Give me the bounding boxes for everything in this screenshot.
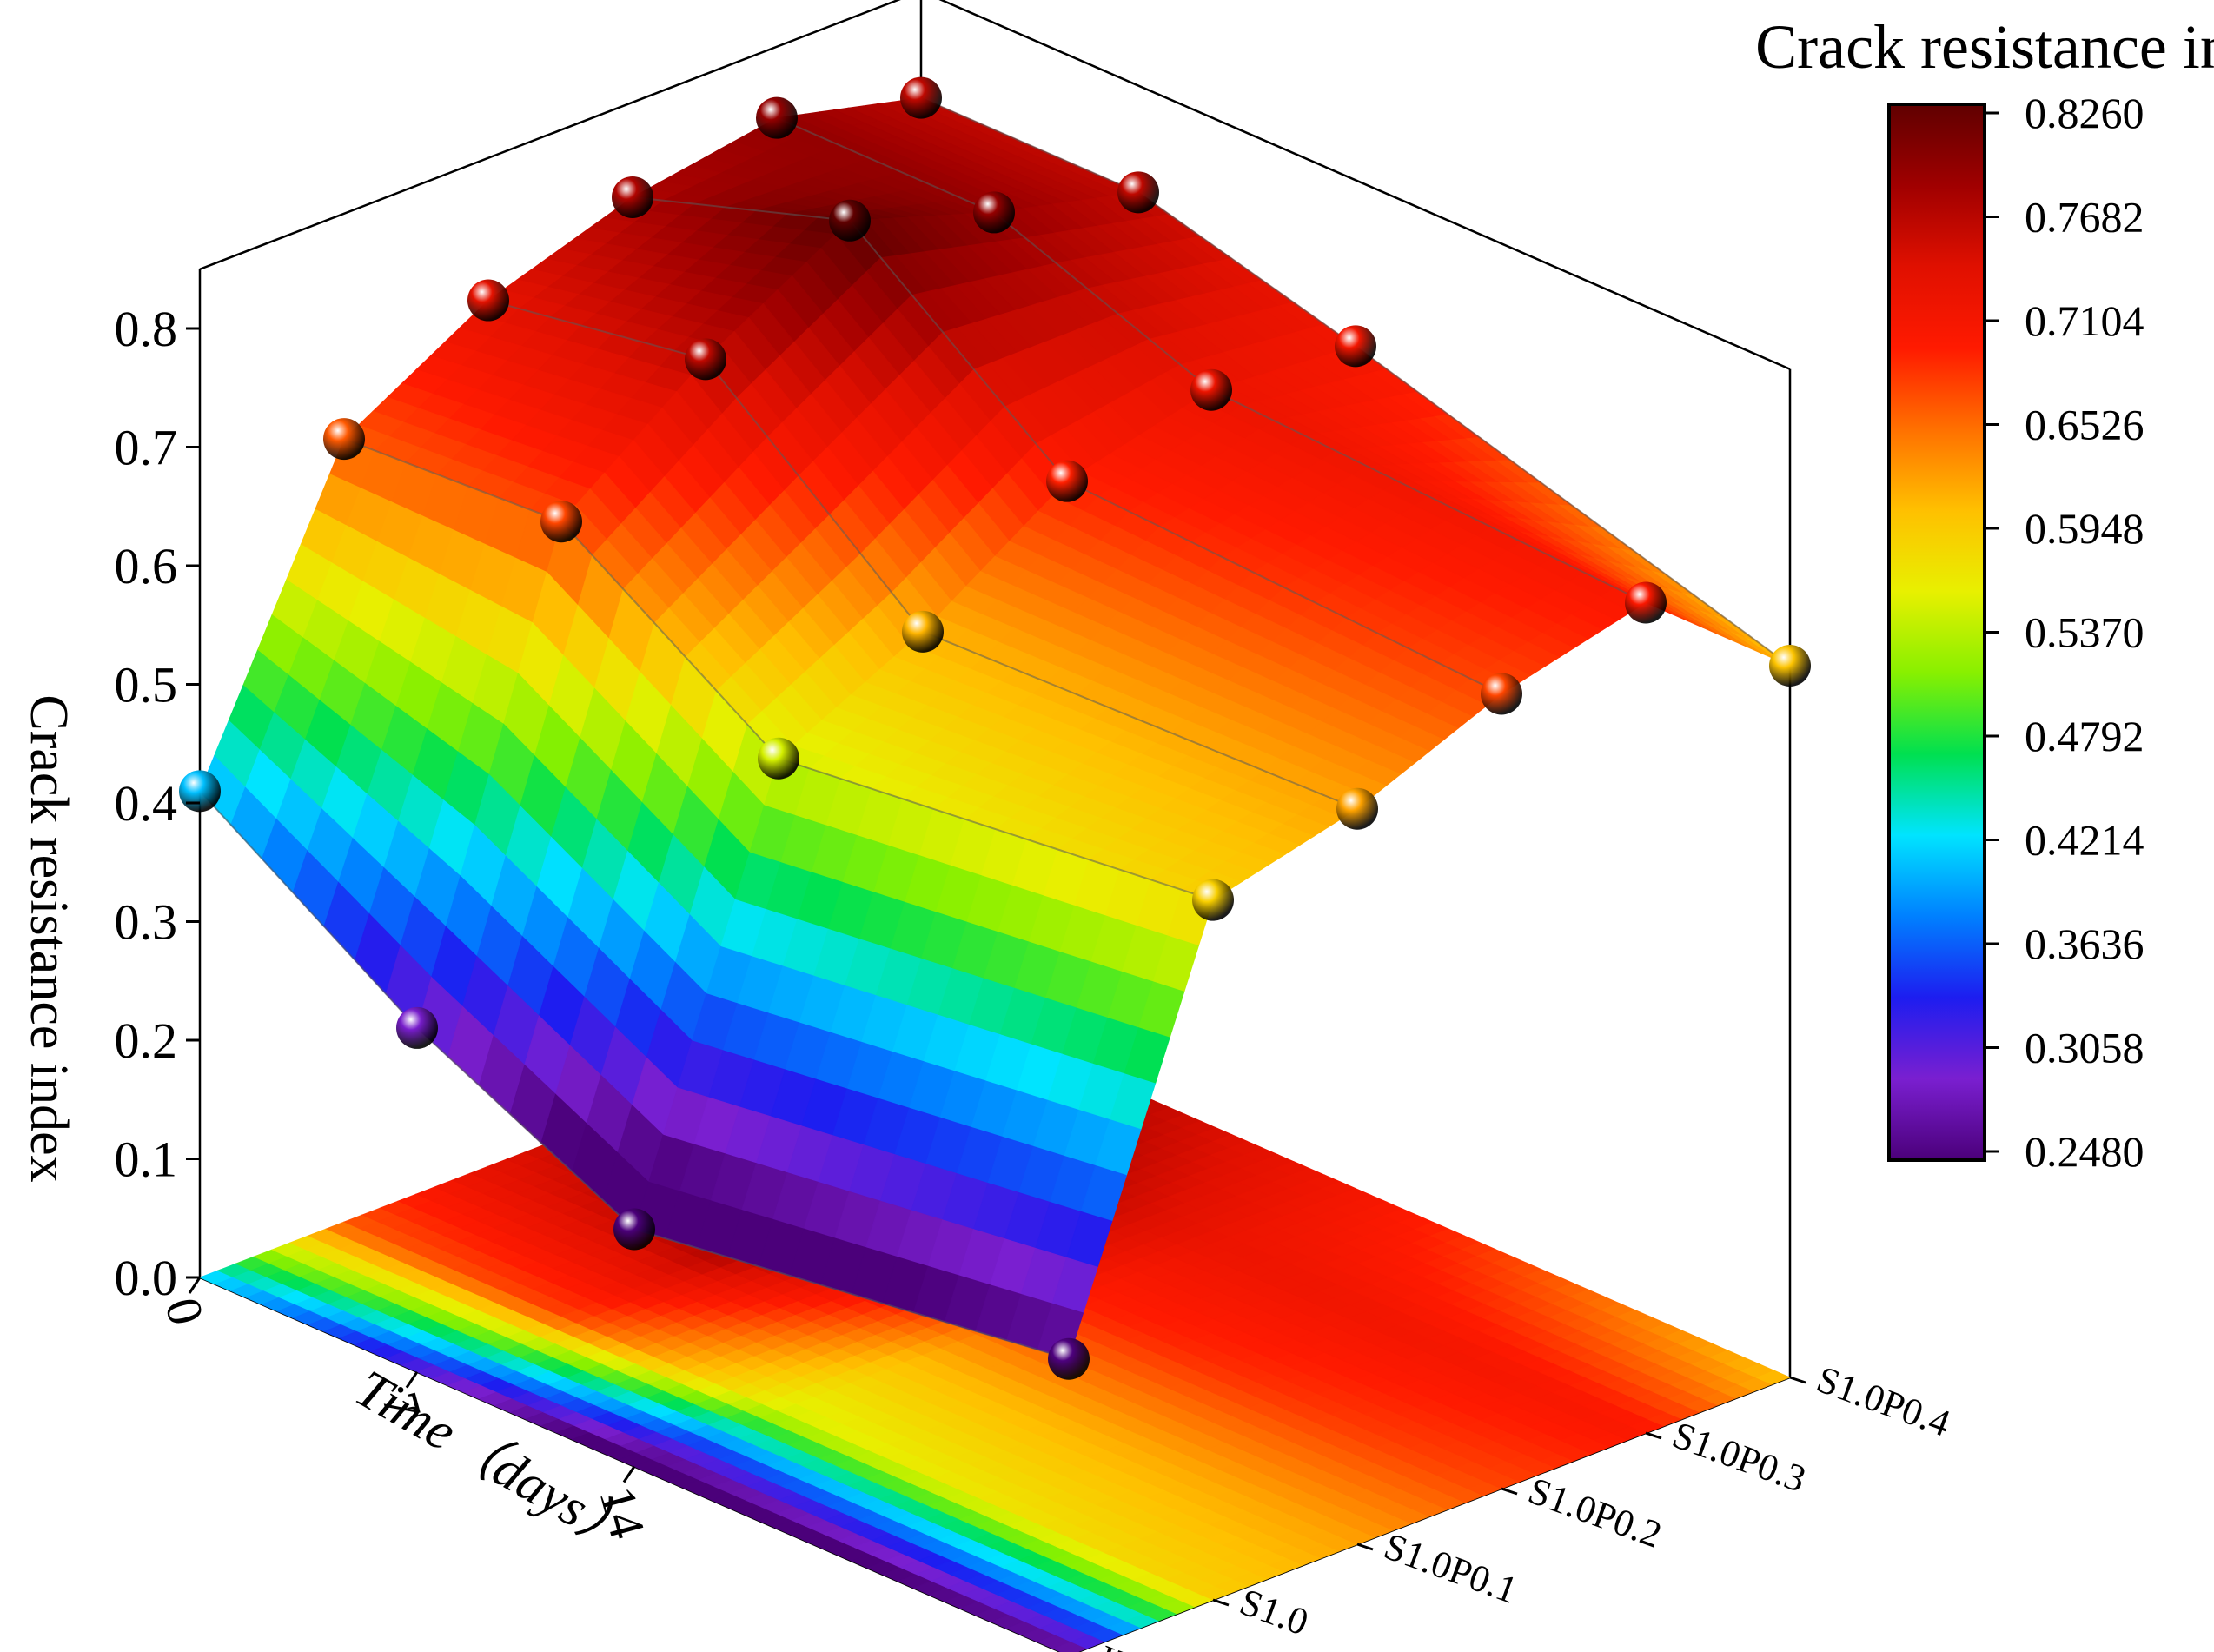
surface-plot	[199, 97, 1791, 1360]
z-axis: 0.0 0.1 0.2 0.3 0.4 0.5 0.6 0.7 0.8 Crack resist…	[19, 301, 200, 1306]
colorbar-tick: 0.7682	[1985, 193, 2144, 242]
colorbar-tick: 0.8260	[1985, 89, 2144, 137]
data-point	[829, 199, 871, 242]
colorbar-tick-label: 0.3058	[2025, 1024, 2144, 1072]
colorbar: Crack resistance index 0.8260 0.7682 0.710…	[1755, 12, 2214, 1176]
data-point	[685, 338, 726, 381]
data-point	[1046, 460, 1088, 502]
colorbar-tick-label: 0.8260	[2025, 89, 2144, 137]
colorbar-title: Crack resistance index	[1755, 12, 2214, 82]
colorbar-tick: 0.6526	[1985, 401, 2144, 449]
colorbar-tick: 0.4214	[1985, 816, 2144, 865]
z-axis-title: Crack resistance index	[19, 694, 78, 1182]
colorbar-tick: 0.5948	[1985, 504, 2144, 553]
surface-cell	[1729, 631, 1776, 660]
z-tick-label: 0.3	[115, 894, 178, 951]
y-tick-label: S1.0P0.4	[1812, 1357, 1956, 1444]
colorbar-tick: 0.3636	[1985, 919, 2144, 968]
box-edge	[938, 0, 1791, 370]
y-tick: S1.0P0.1	[1356, 1524, 1523, 1612]
data-point	[1117, 171, 1159, 214]
colorbar-gradient	[1887, 103, 1986, 1162]
colorbar-tick-label: 0.4792	[2025, 712, 2144, 760]
colorbar-tick: 0.2480	[1985, 1127, 2144, 1176]
z-tick-label: 0.1	[115, 1131, 178, 1188]
data-point	[758, 737, 799, 780]
colorbar-tick: 0.4792	[1985, 712, 2144, 760]
colorbar-tick-label: 0.5948	[2025, 504, 2144, 553]
colorbar-tick: 0.3058	[1985, 1024, 2144, 1072]
colorbar-tick-label: 0.5370	[2025, 608, 2144, 657]
colorbar-tick: 0.5370	[1985, 608, 2144, 657]
data-point	[1190, 368, 1232, 411]
data-point	[179, 770, 221, 813]
data-point	[323, 418, 365, 461]
z-tick-label: 0.5	[115, 657, 178, 713]
z-tick: 0.7	[115, 420, 200, 476]
z-tick: 0.6	[115, 538, 200, 594]
data-point	[467, 279, 509, 322]
y-tick-label: S1.0P0.3	[1667, 1413, 1812, 1500]
data-point	[1192, 879, 1234, 921]
colorbar-tick-label: 0.4214	[2025, 816, 2144, 865]
data-point	[613, 1208, 655, 1251]
colorbar-tick: 0.7104	[1985, 296, 2144, 345]
box-edge	[199, 0, 901, 270]
data-point	[902, 610, 944, 653]
data-point	[1336, 787, 1378, 830]
colorbar-tick-label: 0.6526	[2025, 401, 2144, 449]
colorbar-tick-label: 0.2480	[2025, 1127, 2144, 1176]
colorbar-tick-label: 0.7682	[2025, 193, 2144, 242]
z-tick-label: 0.4	[115, 775, 178, 832]
data-point	[540, 501, 582, 543]
z-tick: 0.1	[115, 1131, 200, 1188]
data-point	[1769, 645, 1811, 687]
z-tick-label: 0.8	[115, 301, 178, 357]
data-point	[973, 191, 1015, 234]
data-point	[900, 76, 942, 119]
data-point	[396, 1006, 438, 1049]
y-tick-label: S1.0P0.2	[1523, 1469, 1667, 1556]
z-tick-label: 0.0	[115, 1250, 178, 1306]
y-tick: S1.0P0.3	[1645, 1413, 1812, 1501]
z-tick: 0.2	[115, 1012, 200, 1069]
z-tick-label: 0.7	[115, 420, 178, 476]
y-tick-label: S1.0	[1235, 1580, 1314, 1643]
y-tick: S1.0P0.4	[1789, 1357, 1956, 1445]
y-tick: S1.0P0.2	[1501, 1469, 1667, 1556]
y-tick-label: S1.0P0.1	[1379, 1524, 1523, 1611]
colorbar-tick-label: 0.7104	[2025, 296, 2144, 345]
data-point	[1625, 581, 1667, 624]
z-tick-label: 0.6	[115, 538, 178, 594]
data-point	[1335, 325, 1376, 368]
z-tick: 0.5	[115, 657, 200, 713]
z-tick: 0.8	[115, 301, 200, 357]
data-point	[1481, 673, 1522, 715]
z-tick-label: 0.2	[115, 1012, 178, 1069]
z-tick: 0.3	[115, 894, 200, 951]
data-point	[756, 96, 798, 139]
colorbar-tick-label: 0.3636	[2025, 919, 2144, 968]
data-point	[612, 176, 653, 218]
data-point	[1048, 1337, 1090, 1380]
